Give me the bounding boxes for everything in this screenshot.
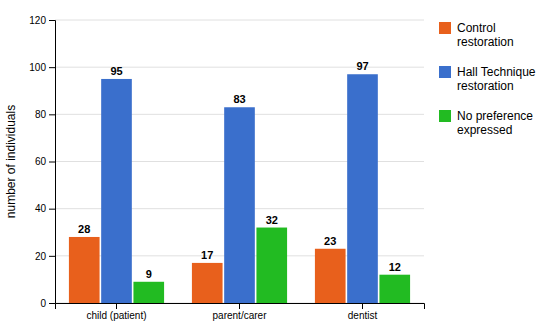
- tick: child (patient): [86, 303, 146, 321]
- legend-swatch: [439, 22, 451, 34]
- grid-line: [55, 20, 424, 21]
- tick-mark: [362, 303, 363, 309]
- bar: [347, 74, 378, 303]
- tick-label: child (patient): [86, 310, 146, 321]
- tick-mark: [49, 162, 55, 163]
- bar: [224, 107, 255, 303]
- bar: [379, 275, 410, 303]
- data-label: 83: [233, 93, 245, 105]
- tick-mark: [49, 20, 55, 21]
- axis-line: [49, 21, 56, 304]
- tick: 0: [40, 298, 55, 309]
- bar: [133, 282, 164, 303]
- tick-label: 120: [29, 15, 46, 26]
- legend-label: No preferenceexpressed: [457, 109, 533, 137]
- tick-label: 60: [35, 156, 47, 167]
- tick-mark: [239, 303, 240, 309]
- data-label: 97: [356, 60, 368, 72]
- bars: [69, 74, 410, 303]
- bar: [256, 228, 287, 303]
- legend-label: Controlrestoration: [457, 21, 514, 49]
- tick-label: 100: [29, 62, 46, 73]
- tick-mark: [49, 256, 55, 257]
- tick-label: 40: [35, 203, 47, 214]
- data-label: 12: [389, 261, 401, 273]
- legend-swatch: [439, 66, 451, 78]
- legend: Controlrestoration Hall Techniquerestorat…: [439, 21, 536, 137]
- legend-swatch: [439, 110, 451, 122]
- bar: [101, 79, 132, 303]
- tick-label: dentist: [348, 310, 378, 321]
- y-axis: 0 20 40 60 80 100 120: [29, 15, 55, 309]
- legend-label: Hall Techniquerestoration: [457, 65, 536, 93]
- data-labels: 28 17 23 95 83 97 9 32 12: [78, 60, 401, 280]
- tick-label: 80: [35, 109, 47, 120]
- bar: [192, 263, 223, 303]
- axis-line: [56, 304, 425, 310]
- tick: 120: [29, 15, 55, 26]
- data-label: 32: [266, 214, 278, 226]
- legend-item: No preferenceexpressed: [439, 109, 533, 137]
- grid: [55, 20, 424, 303]
- tick: 60: [35, 156, 55, 167]
- tick: dentist: [348, 303, 378, 321]
- tick: 100: [29, 62, 55, 73]
- chart: 0 20 40 60 80 100 120 child (patient) parent/car…: [0, 0, 559, 333]
- tick-label: parent/carer: [213, 310, 268, 321]
- legend-item: Hall Techniquerestoration: [439, 65, 536, 93]
- tick-mark: [49, 209, 55, 210]
- data-label: 28: [78, 223, 90, 235]
- x-axis: child (patient) parent/carer dentist: [56, 303, 425, 321]
- data-label: 23: [324, 235, 336, 247]
- tick: parent/carer: [213, 303, 268, 321]
- axis-title: number of individuals: [4, 105, 18, 218]
- tick-mark: [49, 67, 55, 68]
- bar: [315, 249, 346, 303]
- bar: [69, 237, 100, 303]
- tick-label: 20: [35, 251, 47, 262]
- tick-mark: [49, 303, 55, 304]
- tick-mark: [49, 114, 55, 115]
- data-label: 17: [201, 249, 213, 261]
- plot: 0 20 40 60 80 100 120 child (patient) parent/car…: [4, 15, 425, 321]
- tick: 80: [35, 109, 55, 120]
- tick: 40: [35, 203, 55, 214]
- tick: 20: [35, 251, 55, 262]
- data-label: 95: [110, 65, 122, 77]
- data-label: 9: [146, 268, 152, 280]
- tick-mark: [116, 303, 117, 309]
- legend-item: Controlrestoration: [439, 21, 514, 49]
- tick-label: 0: [40, 298, 46, 309]
